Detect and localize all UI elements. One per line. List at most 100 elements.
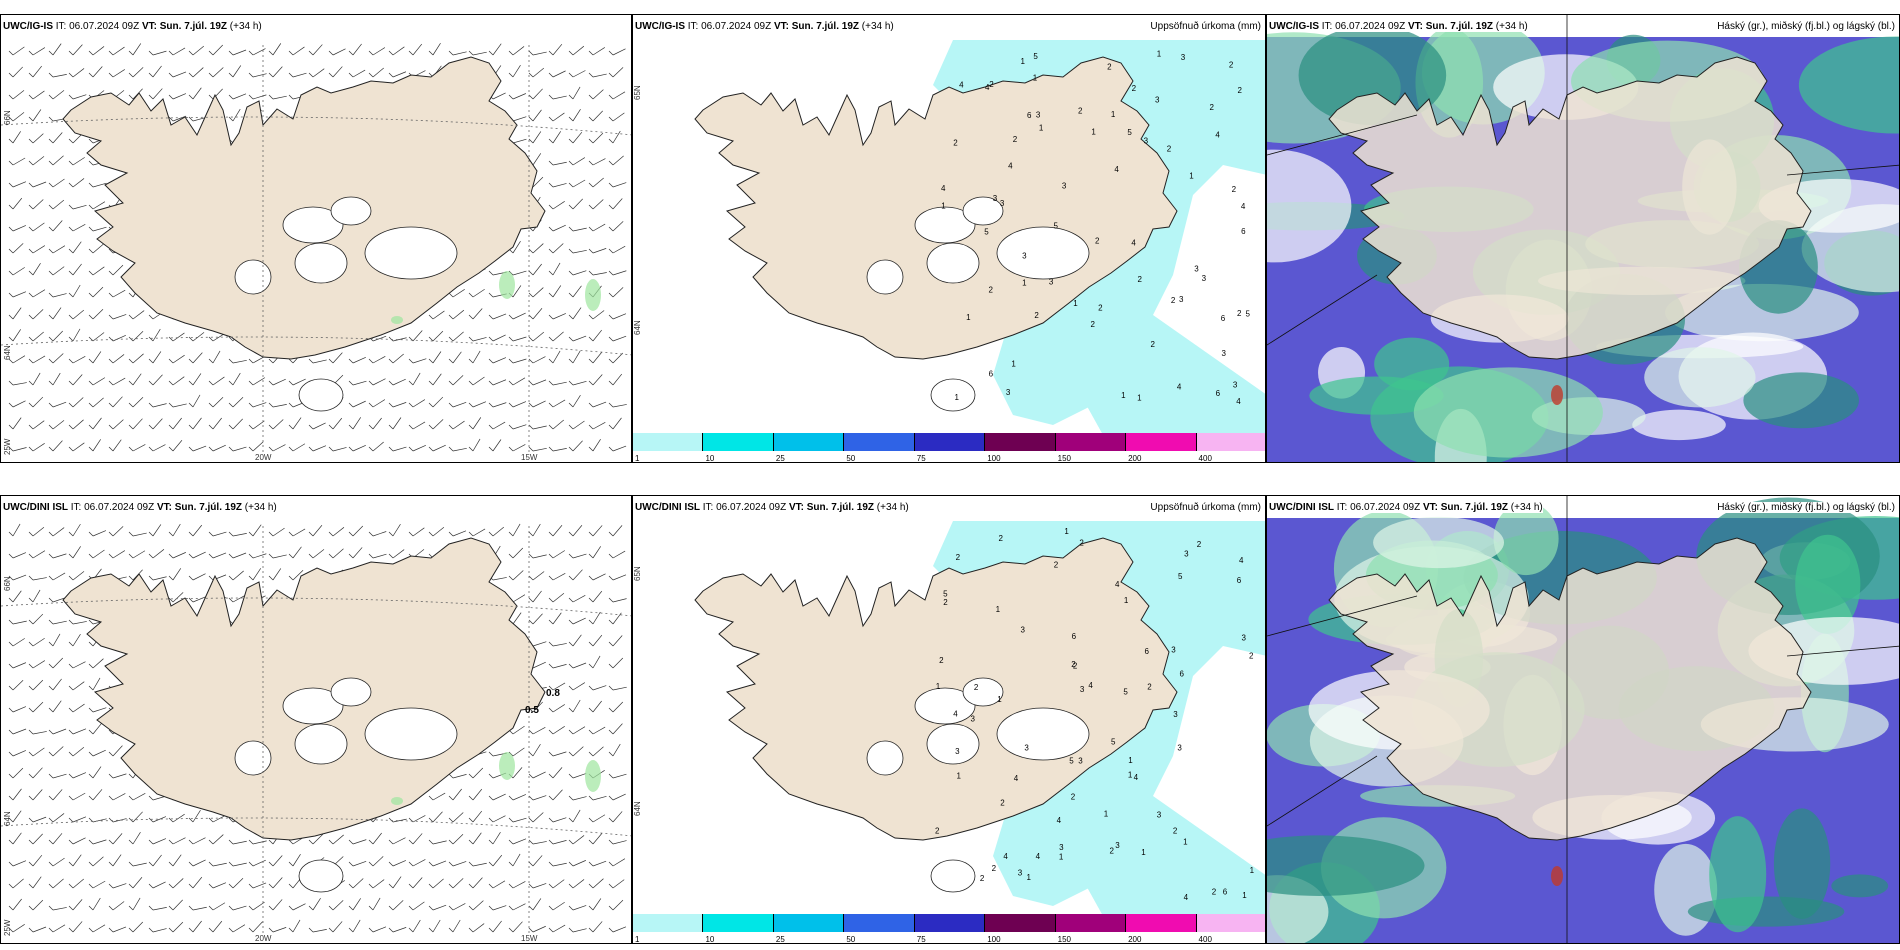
wind-barb (272, 927, 287, 933)
wind-barb (292, 72, 307, 78)
wind-barb-flag (228, 575, 234, 581)
glacier (962, 196, 1004, 226)
wind-barb-flag (608, 380, 614, 386)
wind-barb (92, 749, 106, 757)
wind-barb (212, 376, 225, 386)
wind-barb-flag (8, 861, 14, 867)
wind-barb-flag (388, 380, 394, 386)
wind-barb-flag (228, 50, 234, 56)
precip-value: 2 (1000, 798, 1005, 807)
wind-barb (572, 634, 582, 647)
wind-barb (552, 161, 567, 166)
wind-barb (32, 926, 47, 933)
wind-barb-flag (248, 531, 254, 537)
precip-value: 1 (1027, 873, 1032, 882)
wind-barb-flag (68, 795, 74, 801)
glacier (962, 677, 1004, 707)
wind-barb-flag (388, 72, 394, 78)
wind-barb (12, 523, 21, 537)
wind-barb-flag (608, 773, 614, 779)
lat-lon-grid (1, 45, 631, 455)
wind-barb-flag (248, 94, 254, 100)
wind-barb-flag (128, 861, 134, 867)
wind-barb-flag (348, 402, 354, 408)
wind-barb-flag (528, 292, 534, 298)
wind-barb (32, 47, 46, 56)
wind-barb (612, 155, 624, 166)
wind-barb (292, 378, 306, 386)
wind-barb (492, 831, 501, 845)
wind-barb (232, 372, 241, 386)
wind-panel-top: UWC/IG-IS IT: 06.07.2024 09Z VT: Sun. 7.… (0, 14, 632, 463)
wind-barb (592, 132, 604, 144)
wind-barb-flag (48, 336, 54, 342)
lat-label: 66N (3, 576, 12, 591)
wind-barb (252, 901, 265, 911)
wind-barb-flag (408, 50, 414, 56)
precip-value: 2 (1078, 107, 1083, 116)
wind-barb (552, 419, 564, 430)
wind-barb-flag (28, 729, 34, 735)
precip-value: 2 (1098, 304, 1103, 313)
wind-barb-flag (488, 270, 494, 276)
wind-barb (612, 899, 624, 911)
wind-barb-flag (608, 839, 614, 845)
wind-barb-flag (548, 336, 554, 342)
wind-barb (152, 928, 167, 933)
wind-barb-flag (528, 380, 534, 386)
wind-barb (492, 92, 506, 100)
wind-barb-flag (508, 72, 514, 78)
wind-barb (432, 792, 446, 801)
wind-barb (52, 833, 63, 845)
colorbar-swatch (773, 433, 845, 451)
wind-barb-flag (608, 72, 614, 78)
precip-value: 2 (943, 598, 948, 607)
wind-barb-flag (88, 729, 94, 735)
wind-barb-flag (548, 905, 554, 911)
wind-barb-flag (468, 292, 474, 298)
wind-barb (552, 751, 567, 757)
wind-barb-flag (588, 817, 594, 823)
wind-barb-flag (228, 336, 234, 342)
wind-barb-flag (488, 751, 494, 757)
wind-barb (612, 550, 626, 559)
wind-barb (572, 198, 583, 210)
wind-barb (572, 617, 586, 625)
wind-barb-flag (88, 358, 94, 364)
wind-barb-flag (8, 531, 14, 537)
wind-barb-flag (268, 380, 274, 386)
wind-barb-flag (508, 883, 514, 889)
wind-barb (132, 67, 144, 78)
wind-barb-flag (588, 204, 594, 210)
precip-value: 4 (1088, 681, 1093, 690)
wind-barb (352, 547, 363, 559)
wind-barb-flag (148, 72, 154, 78)
colorbar-tick: 1 (635, 935, 640, 944)
colorbar-tick: 150 (1057, 935, 1072, 944)
wind-barb-flag (588, 424, 594, 430)
wind-barb (32, 372, 41, 386)
wind-barb (372, 356, 386, 364)
colorbar-tick: 100 (987, 454, 1001, 463)
wind-barb (12, 46, 25, 56)
wind-barb-flag (128, 927, 134, 933)
wind-barb-flag (288, 905, 294, 911)
wind-barb (72, 546, 81, 559)
colorbar-swatch (633, 433, 704, 451)
precip-value: 4 (941, 184, 946, 193)
wind-barb (532, 571, 545, 581)
wind-barb (72, 223, 86, 232)
wind-barb-flag (248, 839, 254, 845)
wind-barb (532, 590, 542, 603)
wind-barb-flag (568, 182, 574, 188)
glacier (282, 687, 344, 725)
wind-barb-flag (228, 94, 234, 100)
wind-barb-flag (88, 663, 94, 669)
wind-barb-flag (268, 446, 274, 452)
wind-barb (492, 402, 507, 408)
wind-barb (392, 446, 407, 452)
wind-barb (12, 750, 27, 757)
wind-barb-flag (68, 553, 74, 559)
wind-barb (92, 226, 107, 232)
glaciers (866, 196, 1090, 412)
